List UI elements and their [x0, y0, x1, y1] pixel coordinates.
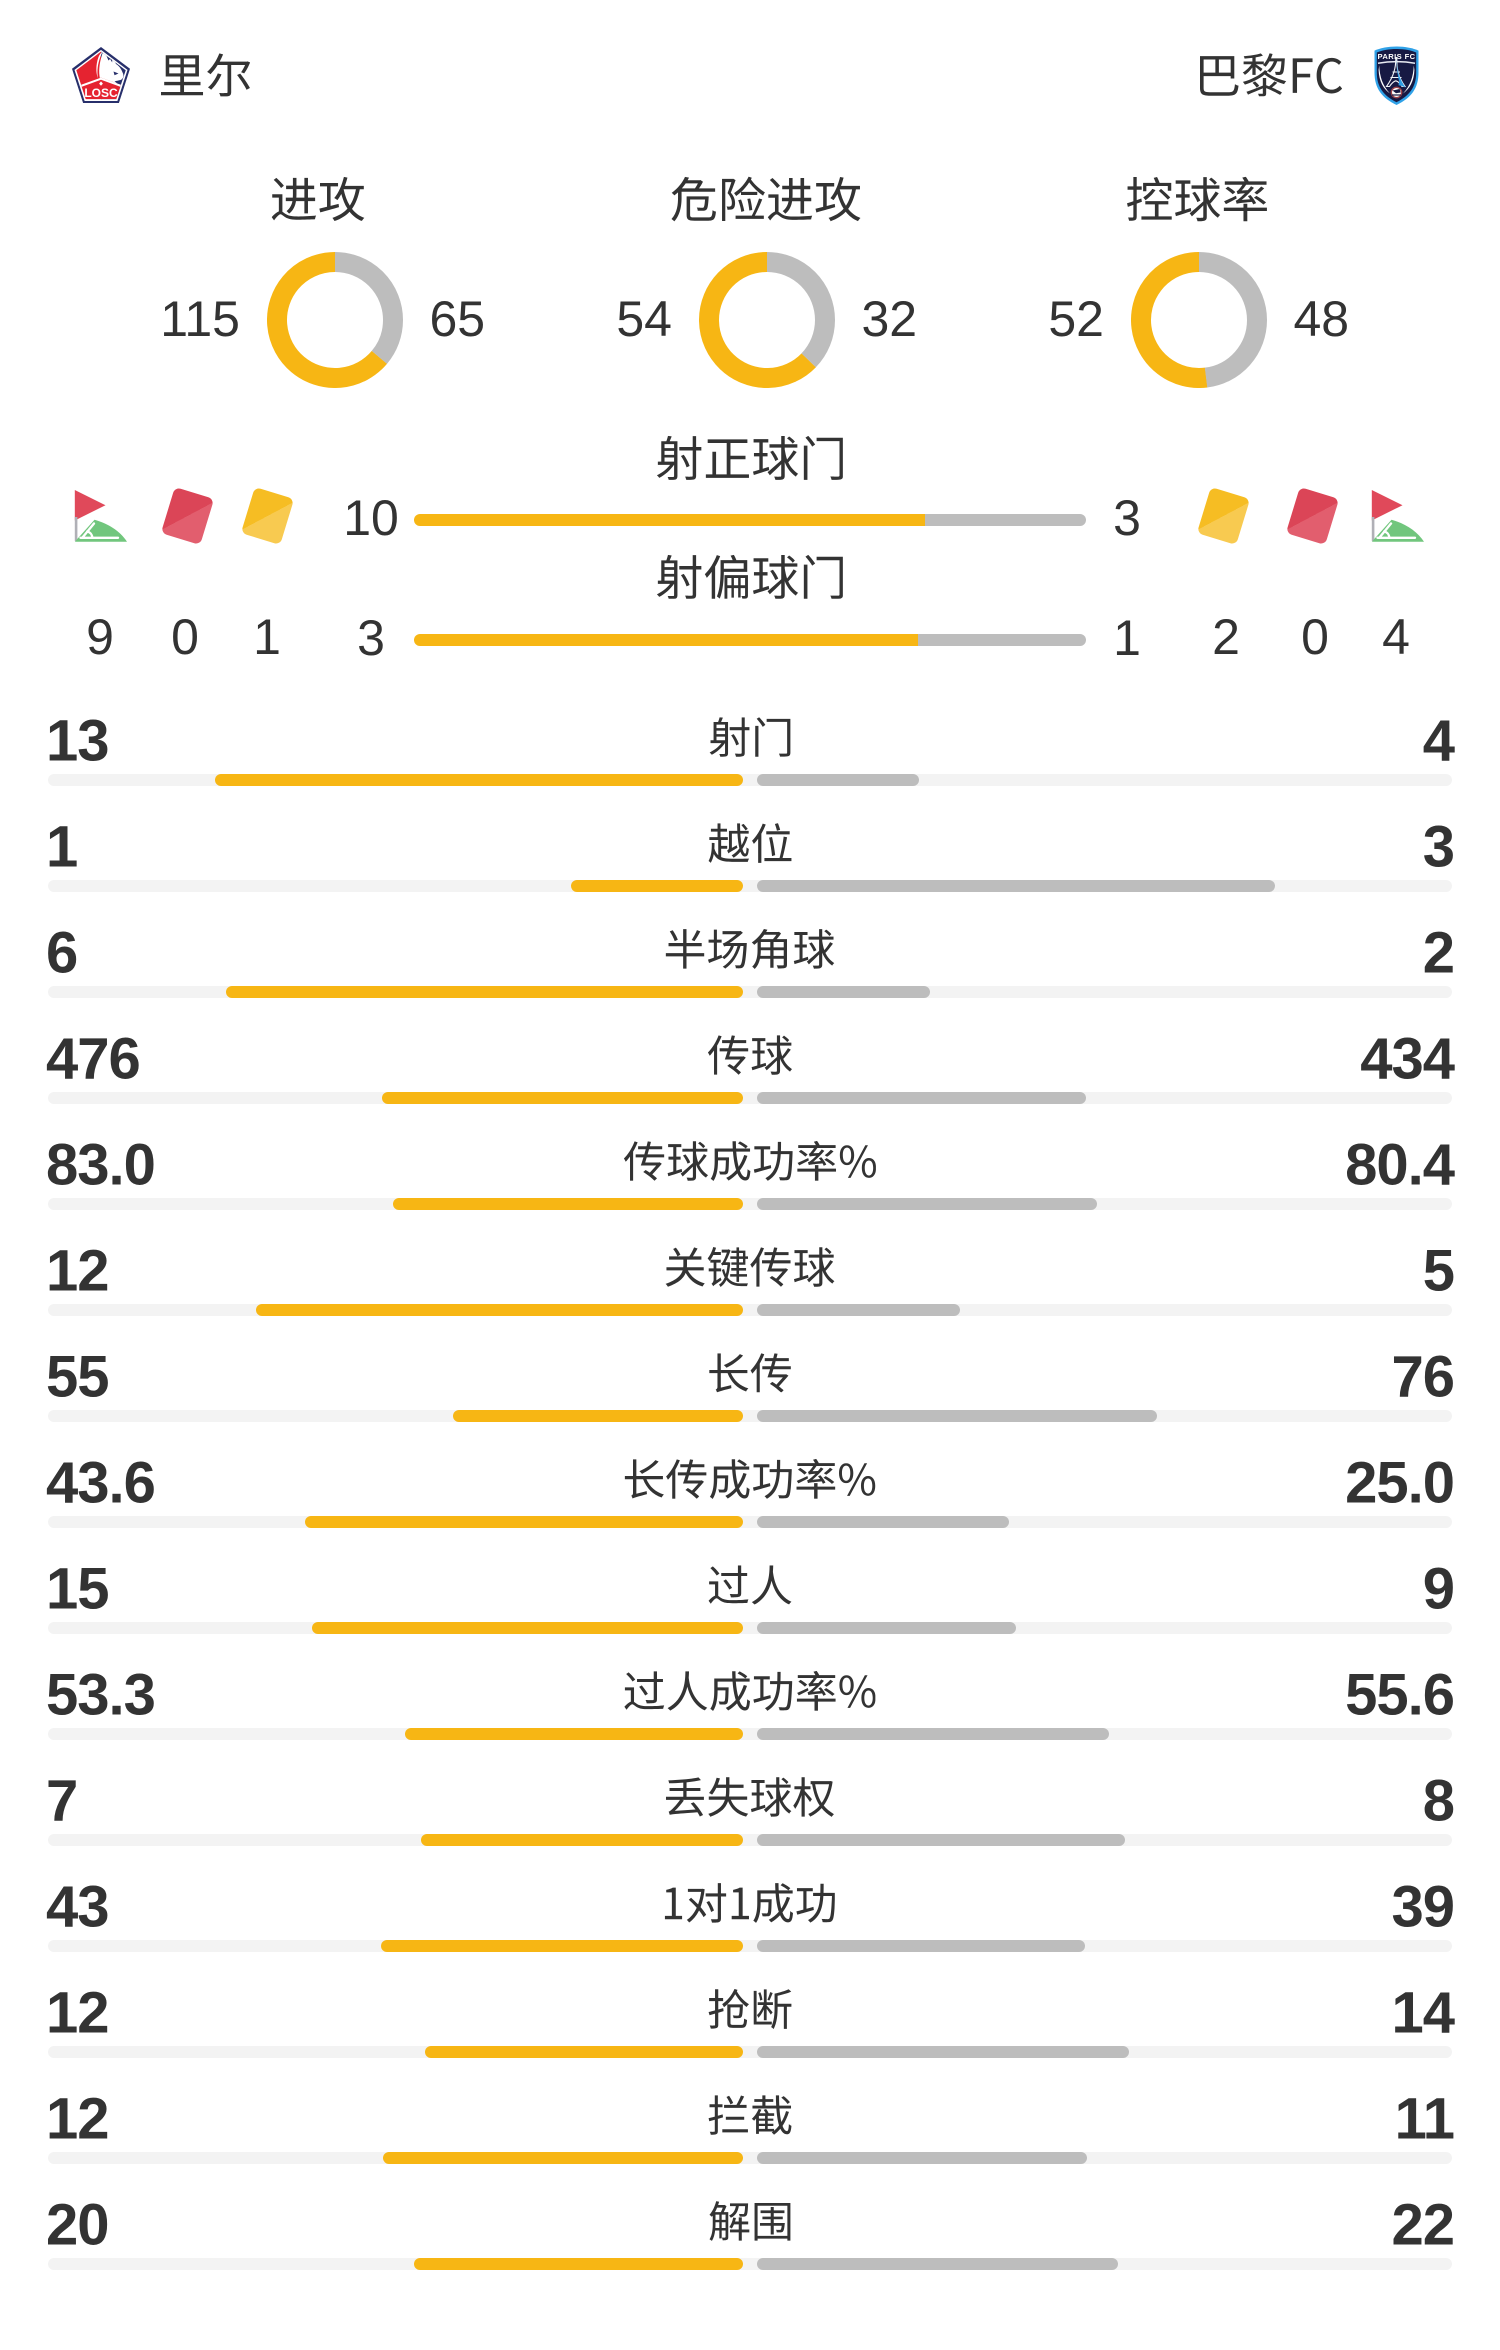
svg-text:PARIS FC: PARIS FC: [1377, 52, 1415, 61]
svg-text:LOSC: LOSC: [84, 86, 118, 100]
